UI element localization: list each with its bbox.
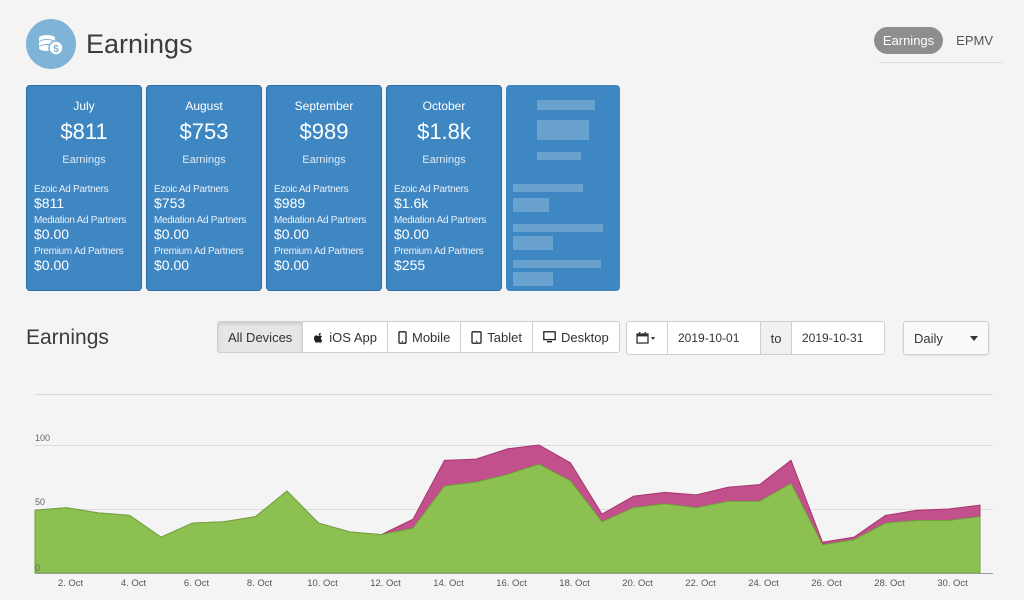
granularity-select[interactable]: Daily [903, 321, 989, 355]
ezoic-area [34, 463, 981, 574]
partner-value: $0.00 [394, 226, 430, 242]
earnings-chart: 50 100 0 2. Oct 4. Oct 6. Oct 8. Oct 10. Oct 12.… [34, 394, 993, 589]
x-tick-label: 22. Oct [685, 578, 716, 589]
device-tablet-label: Tablet [487, 329, 522, 345]
month-card[interactable]: August $753 Earnings Ezoic Ad Partners $… [146, 85, 262, 291]
partner-value: $0.00 [34, 257, 70, 273]
partner-value: $0.00 [34, 226, 70, 242]
card-label: Earnings [422, 154, 466, 166]
month-card[interactable]: October $1.8k Earnings Ezoic Ad Partners… [386, 85, 502, 291]
partner-value: $989 [274, 195, 306, 211]
desktop-icon [543, 331, 556, 343]
partner-value: $255 [394, 257, 426, 273]
x-tick-label: 2. Oct [58, 578, 84, 589]
y-tick-label: 100 [35, 433, 50, 443]
y-tick-label: 50 [35, 497, 45, 507]
partner-value: $0.00 [274, 226, 310, 242]
toggle-divider [879, 62, 1002, 63]
card-month: July [73, 99, 95, 113]
partner-name: Ezoic Ad Partners [274, 184, 349, 195]
toggle-epmv[interactable]: EPMV [956, 33, 993, 48]
partner-name: Premium Ad Partners [154, 246, 244, 257]
x-tick-label: 28. Oct [874, 578, 905, 589]
calendar-dropdown[interactable] [626, 321, 668, 355]
month-card[interactable]: July $811 Earnings Ezoic Ad Partners $81… [26, 85, 142, 291]
date-range: to [626, 321, 885, 355]
device-desktop[interactable]: Desktop [532, 321, 620, 353]
x-tick-label: 26. Oct [811, 578, 842, 589]
date-from-input[interactable] [667, 321, 761, 355]
toggle-earnings[interactable]: Earnings [873, 27, 944, 54]
device-mobile[interactable]: Mobile [387, 321, 462, 353]
device-ios-label: iOS App [329, 329, 377, 345]
card-total: $1.8k [417, 119, 471, 144]
card-total: $811 [60, 119, 108, 144]
y-tick-label: 0 [35, 563, 40, 573]
partner-name: Mediation Ad Partners [394, 215, 487, 226]
date-to-input[interactable] [791, 321, 885, 355]
device-all[interactable]: All Devices [217, 321, 304, 353]
month-card[interactable]: September $989 Earnings Ezoic Ad Partner… [266, 85, 382, 291]
partner-value: $0.00 [274, 257, 310, 273]
x-tick-label: 10. Oct [307, 578, 338, 589]
device-all-label: All Devices [228, 329, 293, 345]
partner-value: $0.00 [154, 257, 190, 273]
x-tick-label: 4. Oct [121, 578, 147, 589]
card-label: Earnings [302, 154, 346, 166]
x-tick-label: 18. Oct [559, 578, 590, 589]
x-tick-label: 24. Oct [748, 578, 779, 589]
x-tick-label: 20. Oct [622, 578, 653, 589]
caret-down-icon [970, 335, 978, 341]
mobile-icon [398, 330, 407, 344]
device-tablet[interactable]: Tablet [460, 321, 533, 353]
partner-name: Premium Ad Partners [274, 246, 364, 257]
partner-value: $811 [34, 195, 65, 211]
tablet-icon [471, 330, 482, 344]
x-tick-label: 30. Oct [937, 578, 968, 589]
card-label: Earnings [62, 154, 106, 166]
partner-name: Mediation Ad Partners [154, 215, 247, 226]
partner-name: Ezoic Ad Partners [154, 184, 229, 195]
device-filter: All Devices iOS App Mobile Tablet Deskto… [217, 321, 620, 353]
device-desktop-label: Desktop [561, 329, 609, 345]
earnings-logo-icon: $ [26, 19, 76, 69]
partner-name: Ezoic Ad Partners [34, 184, 109, 195]
partner-name: Mediation Ad Partners [274, 215, 367, 226]
card-total: $989 [299, 119, 349, 144]
calendar-icon [636, 332, 655, 344]
granularity-value: Daily [914, 330, 943, 346]
card-total: $753 [179, 119, 229, 144]
metric-toggle: Earnings EPMV [870, 27, 1002, 54]
partner-name: Premium Ad Partners [394, 246, 484, 257]
x-tick-label: 12. Oct [370, 578, 401, 589]
page-header: $ Earnings [26, 18, 193, 70]
section-title: Earnings [26, 326, 109, 349]
partner-value: $0.00 [154, 226, 190, 242]
device-mobile-label: Mobile [412, 329, 451, 345]
svg-text:$: $ [53, 44, 59, 55]
card-label: Earnings [182, 154, 226, 166]
partner-name: Mediation Ad Partners [34, 215, 127, 226]
x-tick-label: 6. Oct [184, 578, 210, 589]
partner-value: $1.6k [394, 195, 429, 211]
x-tick-label: 8. Oct [247, 578, 273, 589]
x-tick-label: 14. Oct [433, 578, 464, 589]
partner-value: $753 [154, 195, 186, 211]
card-month: August [185, 99, 223, 113]
x-tick-label: 16. Oct [496, 578, 527, 589]
device-ios[interactable]: iOS App [302, 321, 388, 353]
monthly-cards: July $811 Earnings Ezoic Ad Partners $81… [26, 85, 624, 291]
date-to-label: to [760, 321, 792, 355]
card-month: October [422, 99, 466, 113]
apple-icon [313, 331, 324, 344]
partner-name: Premium Ad Partners [34, 246, 124, 257]
card-month: September [294, 99, 354, 113]
blurred-card [506, 85, 620, 291]
partner-name: Ezoic Ad Partners [394, 184, 469, 195]
page-title: Earnings [86, 28, 193, 59]
